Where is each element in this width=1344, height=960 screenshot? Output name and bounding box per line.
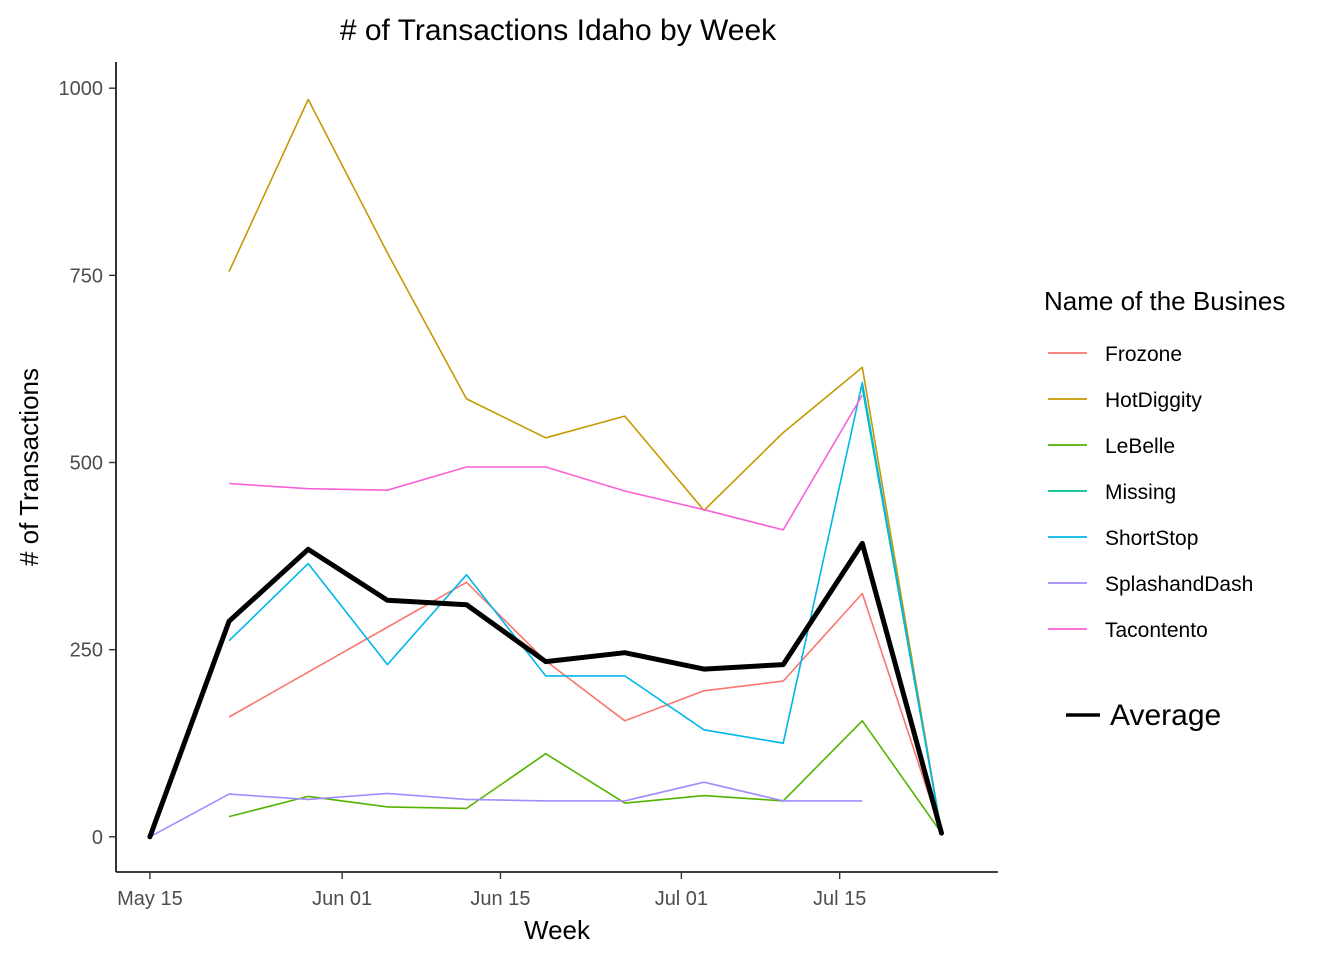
y-axis-title: # of Transactions <box>14 368 44 566</box>
average-line <box>147 540 944 840</box>
legend-average: Average <box>1066 699 1221 732</box>
chart-title: # of Transactions Idaho by Week <box>340 14 777 47</box>
series-line-hotdiggity <box>228 98 943 834</box>
y-tick-label: 0 <box>92 827 103 849</box>
legend-item-hotdiggity: HotDiggity <box>1048 389 1202 412</box>
x-axis-title: Week <box>524 915 591 945</box>
legend-item-frozone: Frozone <box>1048 343 1182 366</box>
x-ticks: May 15 Jun 01 Jun 15 Jul 01 Jul 15 <box>117 872 866 910</box>
y-tick-label: 750 <box>70 265 103 287</box>
x-tick-label: Jun 15 <box>470 888 530 910</box>
plot-area: 0 250 500 750 1000 May 15 Jun 01 Jun 15 Jul 01 J… <box>59 62 998 910</box>
x-tick-label: Jul 15 <box>813 888 866 910</box>
legend-item-tacontento: Tacontento <box>1048 619 1208 642</box>
legend-label: SplashandDash <box>1105 573 1253 596</box>
legend-item-splashanddash: SplashandDash <box>1048 573 1253 596</box>
series-lines <box>149 98 943 838</box>
y-tick-label: 500 <box>70 453 103 475</box>
series-line-lebelle <box>228 719 943 834</box>
legend-title: Name of the Busines <box>1044 286 1285 316</box>
series-line-frozone <box>228 581 943 834</box>
series-line-splashanddash <box>149 781 863 838</box>
series-line-shortstop <box>228 381 943 834</box>
legend-items: Frozone HotDiggity LeBelle Missing ShortStop… <box>1048 343 1253 642</box>
x-tick-label: May 15 <box>117 888 183 910</box>
legend-label: Missing <box>1105 481 1176 504</box>
legend-label-average: Average <box>1110 699 1221 732</box>
y-ticks: 0 250 500 750 1000 <box>59 78 116 849</box>
y-tick-label: 1000 <box>59 78 104 100</box>
legend-item-missing: Missing <box>1048 481 1176 504</box>
legend-item-lebelle: LeBelle <box>1048 435 1175 458</box>
legend-label: Tacontento <box>1105 619 1208 642</box>
x-tick-label: Jul 01 <box>655 888 708 910</box>
series-line-tacontento <box>229 394 863 531</box>
legend-label: Frozone <box>1105 343 1182 366</box>
legend-label: LeBelle <box>1105 435 1175 458</box>
legend: Name of the Busines Frozone HotDiggity LeB… <box>1044 286 1285 732</box>
y-tick-label: 250 <box>70 640 103 662</box>
legend-item-shortstop: ShortStop <box>1048 527 1198 550</box>
legend-label: ShortStop <box>1105 527 1198 550</box>
x-tick-label: Jun 01 <box>312 888 372 910</box>
average-line-group <box>147 540 944 840</box>
legend-label: HotDiggity <box>1105 389 1202 412</box>
